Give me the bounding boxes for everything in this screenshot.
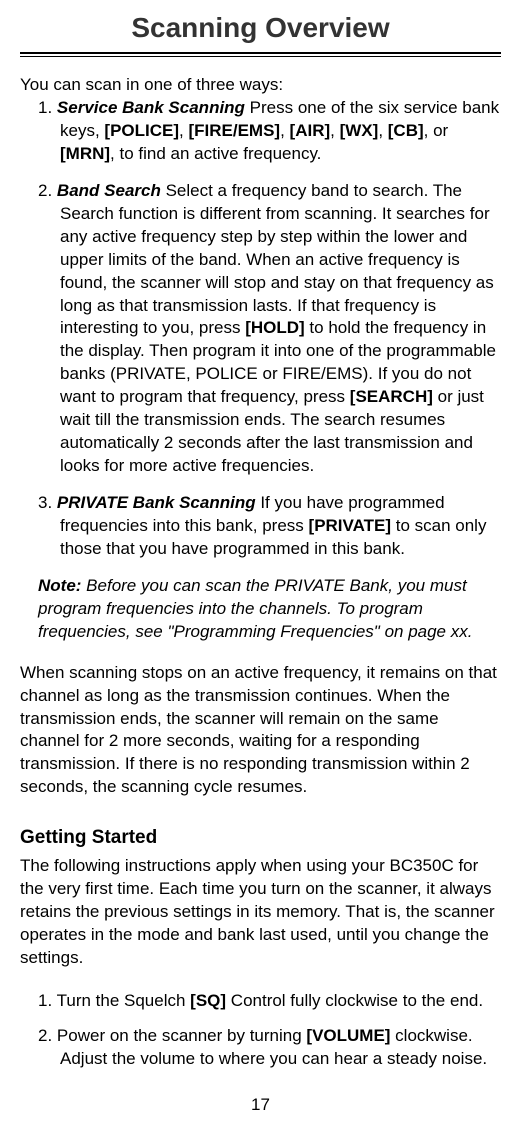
- key-label: [AIR]: [290, 121, 331, 140]
- key-label: [SEARCH]: [350, 387, 433, 406]
- title-divider: [20, 52, 501, 57]
- item-text: Power on the scanner by turning: [57, 1026, 306, 1045]
- key-label: [HOLD]: [245, 318, 304, 337]
- list-item: 1. Service Bank Scanning Press one of th…: [20, 97, 501, 166]
- item-number: 1.: [38, 98, 52, 117]
- item-number: 3.: [38, 493, 52, 512]
- list-item: 2. Power on the scanner by turning [VOLU…: [20, 1025, 501, 1071]
- item-text: Select a frequency band to search. The S…: [60, 181, 494, 338]
- body-paragraph: When scanning stops on an active frequen…: [20, 662, 501, 800]
- intro-text: You can scan in one of three ways:: [20, 75, 501, 95]
- item-text: ,: [330, 121, 339, 140]
- item-text: , or: [424, 121, 449, 140]
- item-text: ,: [378, 121, 387, 140]
- list-item: 1. Turn the Squelch [SQ] Control fully c…: [20, 990, 501, 1013]
- key-label: [WX]: [340, 121, 379, 140]
- list-item: 3. PRIVATE Bank Scanning If you have pro…: [20, 492, 501, 561]
- item-number: 2.: [38, 181, 52, 200]
- item-lead: PRIVATE Bank Scanning: [57, 493, 256, 512]
- page-title: Scanning Overview: [20, 12, 501, 50]
- key-label: [MRN]: [60, 144, 110, 163]
- key-label: [SQ]: [190, 991, 226, 1010]
- key-label: [FIRE/EMS]: [188, 121, 280, 140]
- item-lead: Service Bank Scanning: [57, 98, 245, 117]
- key-label: [CB]: [388, 121, 424, 140]
- item-lead: Band Search: [57, 181, 161, 200]
- note-label: Note:: [38, 576, 81, 595]
- key-label: [POLICE]: [104, 121, 179, 140]
- item-text: , to find an active frequency.: [110, 144, 321, 163]
- item-number: 1.: [38, 991, 52, 1010]
- list-item: 2. Band Search Select a frequency band t…: [20, 180, 501, 478]
- note-text: Before you can scan the PRIVATE Bank, yo…: [38, 576, 472, 641]
- page-number: 17: [20, 1095, 501, 1115]
- getting-started-intro: The following instructions apply when us…: [20, 855, 501, 970]
- item-text: Control fully clockwise to the end.: [226, 991, 483, 1010]
- key-label: [VOLUME]: [306, 1026, 390, 1045]
- key-label: [PRIVATE]: [309, 516, 391, 535]
- scan-methods-list: 1. Service Bank Scanning Press one of th…: [20, 97, 501, 561]
- item-text: Turn the Squelch: [57, 991, 191, 1010]
- note-block: Note: Before you can scan the PRIVATE Ba…: [20, 575, 501, 644]
- getting-started-heading: Getting Started: [20, 827, 501, 849]
- item-number: 2.: [38, 1026, 52, 1045]
- getting-started-list: 1. Turn the Squelch [SQ] Control fully c…: [20, 990, 501, 1071]
- item-text: ,: [280, 121, 289, 140]
